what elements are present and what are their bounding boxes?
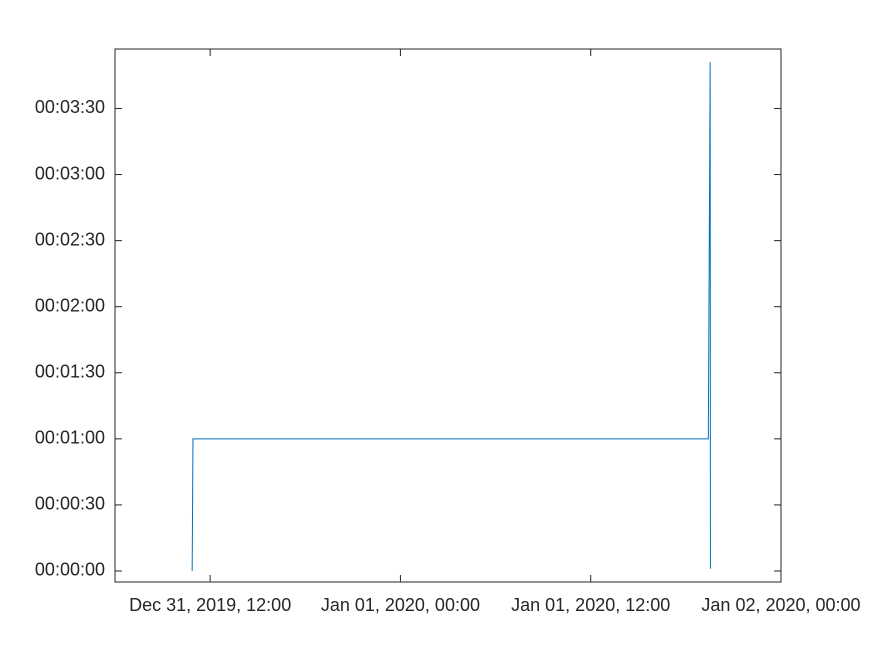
x-tick-label: Jan 01, 2020, 12:00: [511, 595, 670, 615]
y-tick-label: 00:03:00: [35, 163, 105, 183]
axes-box: [114, 48, 782, 583]
x-tick-label: Dec 31, 2019, 12:00: [129, 595, 291, 615]
y-tick-label: 00:03:30: [35, 97, 105, 117]
y-tick-label: 00:00:30: [35, 494, 105, 514]
y-tick-label: 00:01:30: [35, 362, 105, 382]
x-tick-label: Jan 02, 2020, 00:00: [701, 595, 860, 615]
y-tick-label: 00:02:00: [35, 295, 105, 315]
y-tick-label: 00:00:00: [35, 560, 105, 580]
y-tick-label: 00:02:30: [35, 229, 105, 249]
y-tick-label: 00:01:00: [35, 428, 105, 448]
data-line: [191, 62, 711, 571]
x-tick-label: Jan 01, 2020, 00:00: [321, 595, 480, 615]
